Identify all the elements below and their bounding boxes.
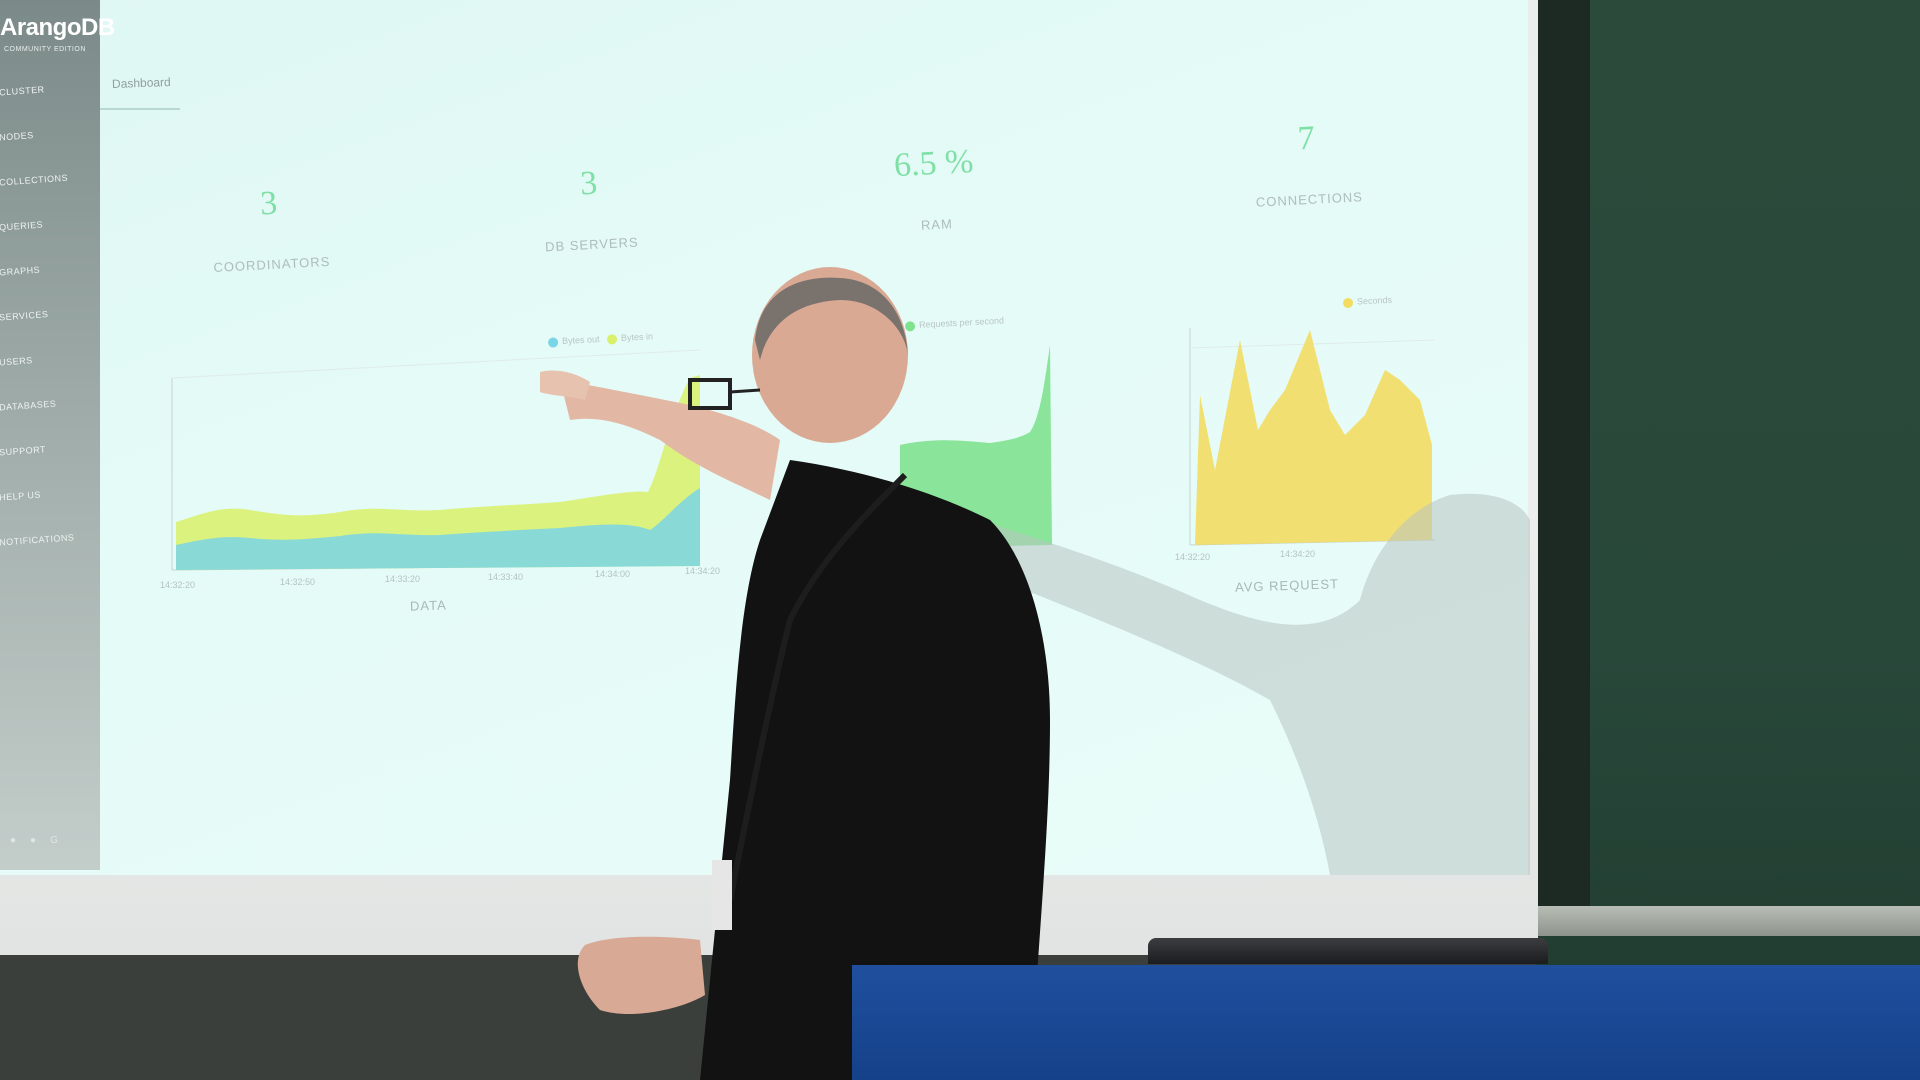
sidebar-footer-icons: ●●G	[10, 835, 72, 846]
x-tick-label: 14:34:00	[595, 569, 630, 579]
seconds-area	[1195, 330, 1432, 545]
x-tick-label: 14:33:20	[385, 574, 420, 584]
data-chart-gridline	[171, 349, 701, 379]
x-tick-label: 14:33:40	[488, 572, 523, 582]
laptop-on-lectern	[1148, 938, 1548, 964]
social-icon[interactable]: ●	[30, 835, 51, 846]
google-icon[interactable]: G	[50, 835, 72, 846]
active-tab-indicator	[100, 108, 180, 110]
edition-label: COMMUNITY EDITION	[4, 46, 86, 53]
data-chart-caption: DATA	[409, 597, 448, 614]
x-tick-label: 14:32:20	[1175, 552, 1210, 562]
lectern	[852, 965, 1920, 1080]
requests-area	[900, 345, 1052, 548]
projected-dashboard: ArangoDB COMMUNITY EDITION CLUSTER NODES…	[0, 0, 1528, 875]
bytes-in-area	[176, 375, 700, 570]
projection-screen: ArangoDB COMMUNITY EDITION CLUSTER NODES…	[0, 0, 1538, 955]
x-tick-label: 14:32:20	[160, 580, 195, 590]
screen-frame-shadow	[1530, 0, 1590, 930]
lecture-hall-wall	[1536, 0, 1920, 1080]
dashboard-charts: 14:32:20 14:32:50 14:33:20 14:33:40 14:3…	[160, 328, 1436, 590]
bytes-out-area	[176, 488, 700, 570]
x-tick-label: 14:32:50	[280, 577, 315, 587]
x-tick-label: 14:34:20	[685, 566, 720, 576]
sidebar: ArangoDB COMMUNITY EDITION CLUSTER NODES…	[0, 0, 115, 870]
x-tick-label: 14:34:20	[1280, 549, 1315, 559]
social-icon[interactable]: ●	[10, 835, 31, 846]
brand-logo: ArangoDB	[0, 14, 115, 41]
chalkboard-ledge	[1536, 906, 1920, 936]
